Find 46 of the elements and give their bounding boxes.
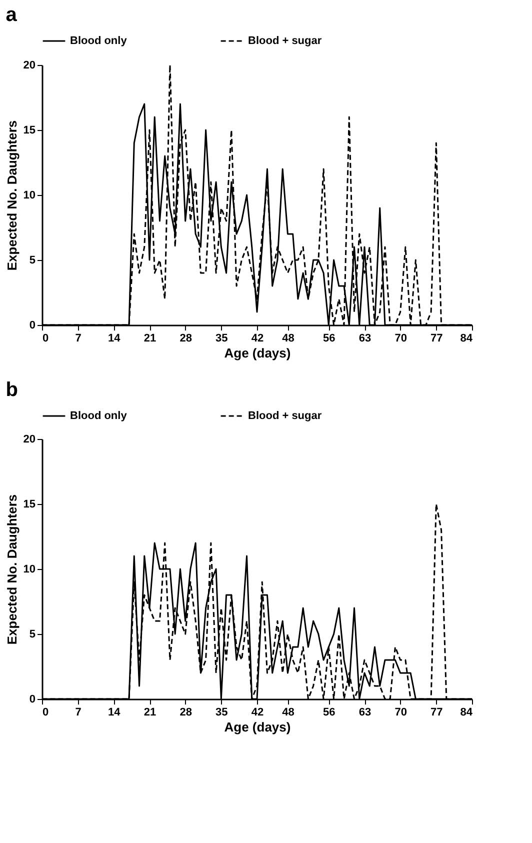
x-tick-label: 42	[251, 332, 264, 344]
legend-label: Blood only	[70, 35, 128, 47]
legend-label: Blood + sugar	[248, 35, 322, 47]
x-axis-title: Age (days)	[224, 346, 291, 360]
y-tick-label: 15	[23, 124, 36, 136]
x-tick-label: 56	[323, 332, 336, 344]
x-tick-label: 14	[108, 706, 122, 718]
x-tick-label: 48	[282, 706, 294, 718]
x-tick-label: 21	[144, 706, 156, 718]
x-tick-label: 28	[180, 706, 192, 718]
x-tick-label: 0	[42, 332, 49, 344]
x-tick-label: 70	[394, 706, 407, 718]
x-tick-label: 84	[460, 706, 474, 718]
y-tick-label: 5	[29, 254, 36, 266]
x-tick-label: 48	[282, 332, 294, 344]
legend-label: Blood only	[70, 410, 128, 422]
y-tick-label: 20	[23, 60, 36, 72]
chart-title: b	[6, 379, 18, 401]
x-tick-label: 70	[394, 332, 407, 344]
x-tick-label: 63	[358, 706, 372, 718]
x-tick-label: 35	[216, 332, 228, 344]
x-tick-label: 21	[144, 332, 156, 344]
x-axis-title: Age (days)	[224, 720, 291, 734]
x-tick-label: 14	[108, 332, 122, 344]
x-tick-label: 42	[251, 706, 264, 718]
legend-label: Blood + sugar	[248, 410, 322, 422]
x-tick-label: 7	[75, 332, 82, 344]
x-tick-label: 77	[430, 706, 443, 718]
y-tick-label: 15	[23, 498, 36, 510]
y-tick-label: 0	[29, 320, 36, 332]
x-tick-label: 35	[216, 706, 228, 718]
y-tick-label: 0	[29, 694, 36, 706]
y-axis-title: Expected No. Daughters	[4, 120, 20, 271]
y-axis-title: Expected No. Daughters	[4, 494, 20, 645]
chart-title: a	[6, 4, 18, 26]
x-tick-label: 7	[75, 706, 82, 718]
x-tick-label: 77	[430, 332, 443, 344]
x-tick-label: 0	[42, 706, 49, 718]
x-tick-label: 28	[180, 332, 192, 344]
y-tick-label: 5	[29, 628, 36, 640]
y-tick-label: 10	[23, 564, 36, 576]
y-tick-label: 20	[23, 434, 36, 446]
x-tick-label: 56	[323, 706, 336, 718]
x-tick-label: 84	[460, 332, 474, 344]
y-tick-label: 10	[23, 190, 36, 202]
x-tick-label: 63	[358, 332, 372, 344]
